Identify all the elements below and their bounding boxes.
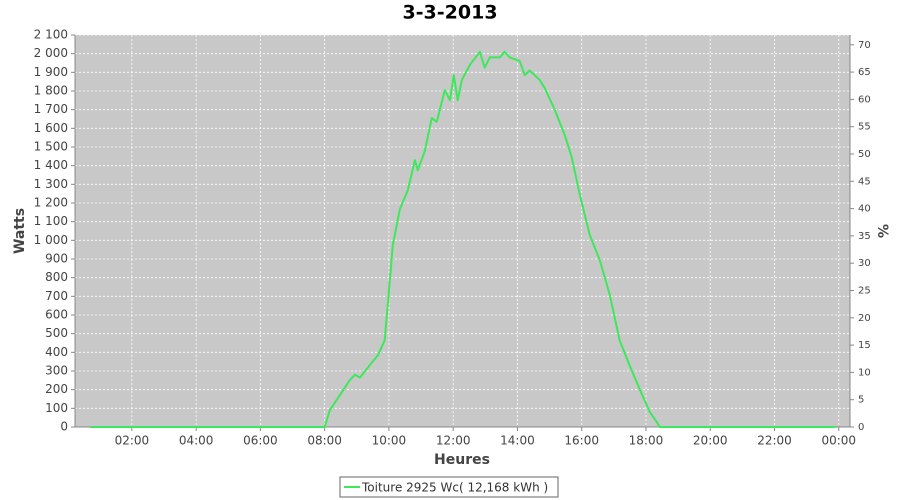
x-tick-label: 10:00 xyxy=(372,434,407,448)
x-tick-label: 18:00 xyxy=(629,434,664,448)
y-tick-label: 1 700 xyxy=(34,102,68,116)
y2-tick-label: 20 xyxy=(858,313,871,324)
x-tick-label: 20:00 xyxy=(693,434,728,448)
y2-tick-label: 25 xyxy=(858,285,871,296)
y2-tick-label: 55 xyxy=(858,122,871,133)
y2-tick-label: 10 xyxy=(858,367,871,378)
y2-tick-label: 70 xyxy=(858,40,871,51)
y2-tick-label: 5 xyxy=(858,395,864,406)
y2-tick-label: 50 xyxy=(858,149,871,160)
y2-tick-label: 40 xyxy=(858,204,871,215)
y-tick-label: 700 xyxy=(45,289,68,303)
y-tick-label: 100 xyxy=(45,401,68,415)
x-tick-label: 14:00 xyxy=(500,434,535,448)
y-tick-label: 1 500 xyxy=(34,140,68,154)
y2-tick-label: 60 xyxy=(858,94,871,105)
chart-title: 3-3-2013 xyxy=(402,2,497,24)
y2-tick-label: 45 xyxy=(858,176,871,187)
legend-label: Toiture 2925 Wc( 12,168 kWh ) xyxy=(361,481,548,495)
y-tick-label: 600 xyxy=(45,308,68,322)
y-tick-label: 1 300 xyxy=(34,177,68,191)
y-tick-label: 1 400 xyxy=(34,158,68,172)
x-tick-label: 02:00 xyxy=(115,434,150,448)
y-tick-label: 2 000 xyxy=(34,46,68,60)
y-tick-label: 900 xyxy=(45,252,68,266)
y-tick-label: 400 xyxy=(45,345,68,359)
y-tick-label: 800 xyxy=(45,270,68,284)
data-line xyxy=(90,50,836,428)
x-tick-label: 06:00 xyxy=(243,434,278,448)
y-tick-label: 1 800 xyxy=(34,84,68,98)
x-tick-label: 22:00 xyxy=(757,434,792,448)
x-tick-label: 00:00 xyxy=(821,434,856,448)
y2-axis-title: % xyxy=(874,224,890,238)
y-tick-label: 1 600 xyxy=(34,121,68,135)
y-tick-label: 1 200 xyxy=(34,196,68,210)
x-axis-title: Heures xyxy=(434,452,490,468)
plot-area xyxy=(75,35,850,427)
y2-tick-label: 65 xyxy=(858,67,871,78)
y-tick-label: 500 xyxy=(45,326,68,340)
x-tick-label: 12:00 xyxy=(436,434,471,448)
y-tick-label: 1 000 xyxy=(34,233,68,247)
y-axis-title: Watts xyxy=(12,208,28,254)
x-tick-label: 08:00 xyxy=(307,434,342,448)
y-tick-label: 300 xyxy=(45,364,68,378)
legend xyxy=(339,476,559,498)
y2-tick-label: 30 xyxy=(858,258,871,269)
y-tick-label: 1 900 xyxy=(34,65,68,79)
x-tick-label: 04:00 xyxy=(179,434,214,448)
x-tick-label: 16:00 xyxy=(564,434,599,448)
y-tick-label: 0 xyxy=(60,420,68,434)
y2-tick-label: 0 xyxy=(858,422,864,433)
y-tick-label: 1 100 xyxy=(34,214,68,228)
y2-tick-label: 15 xyxy=(858,340,871,351)
y2-tick-label: 35 xyxy=(858,231,871,242)
y-tick-label: 2 100 xyxy=(34,28,68,42)
y-tick-label: 200 xyxy=(45,382,68,396)
